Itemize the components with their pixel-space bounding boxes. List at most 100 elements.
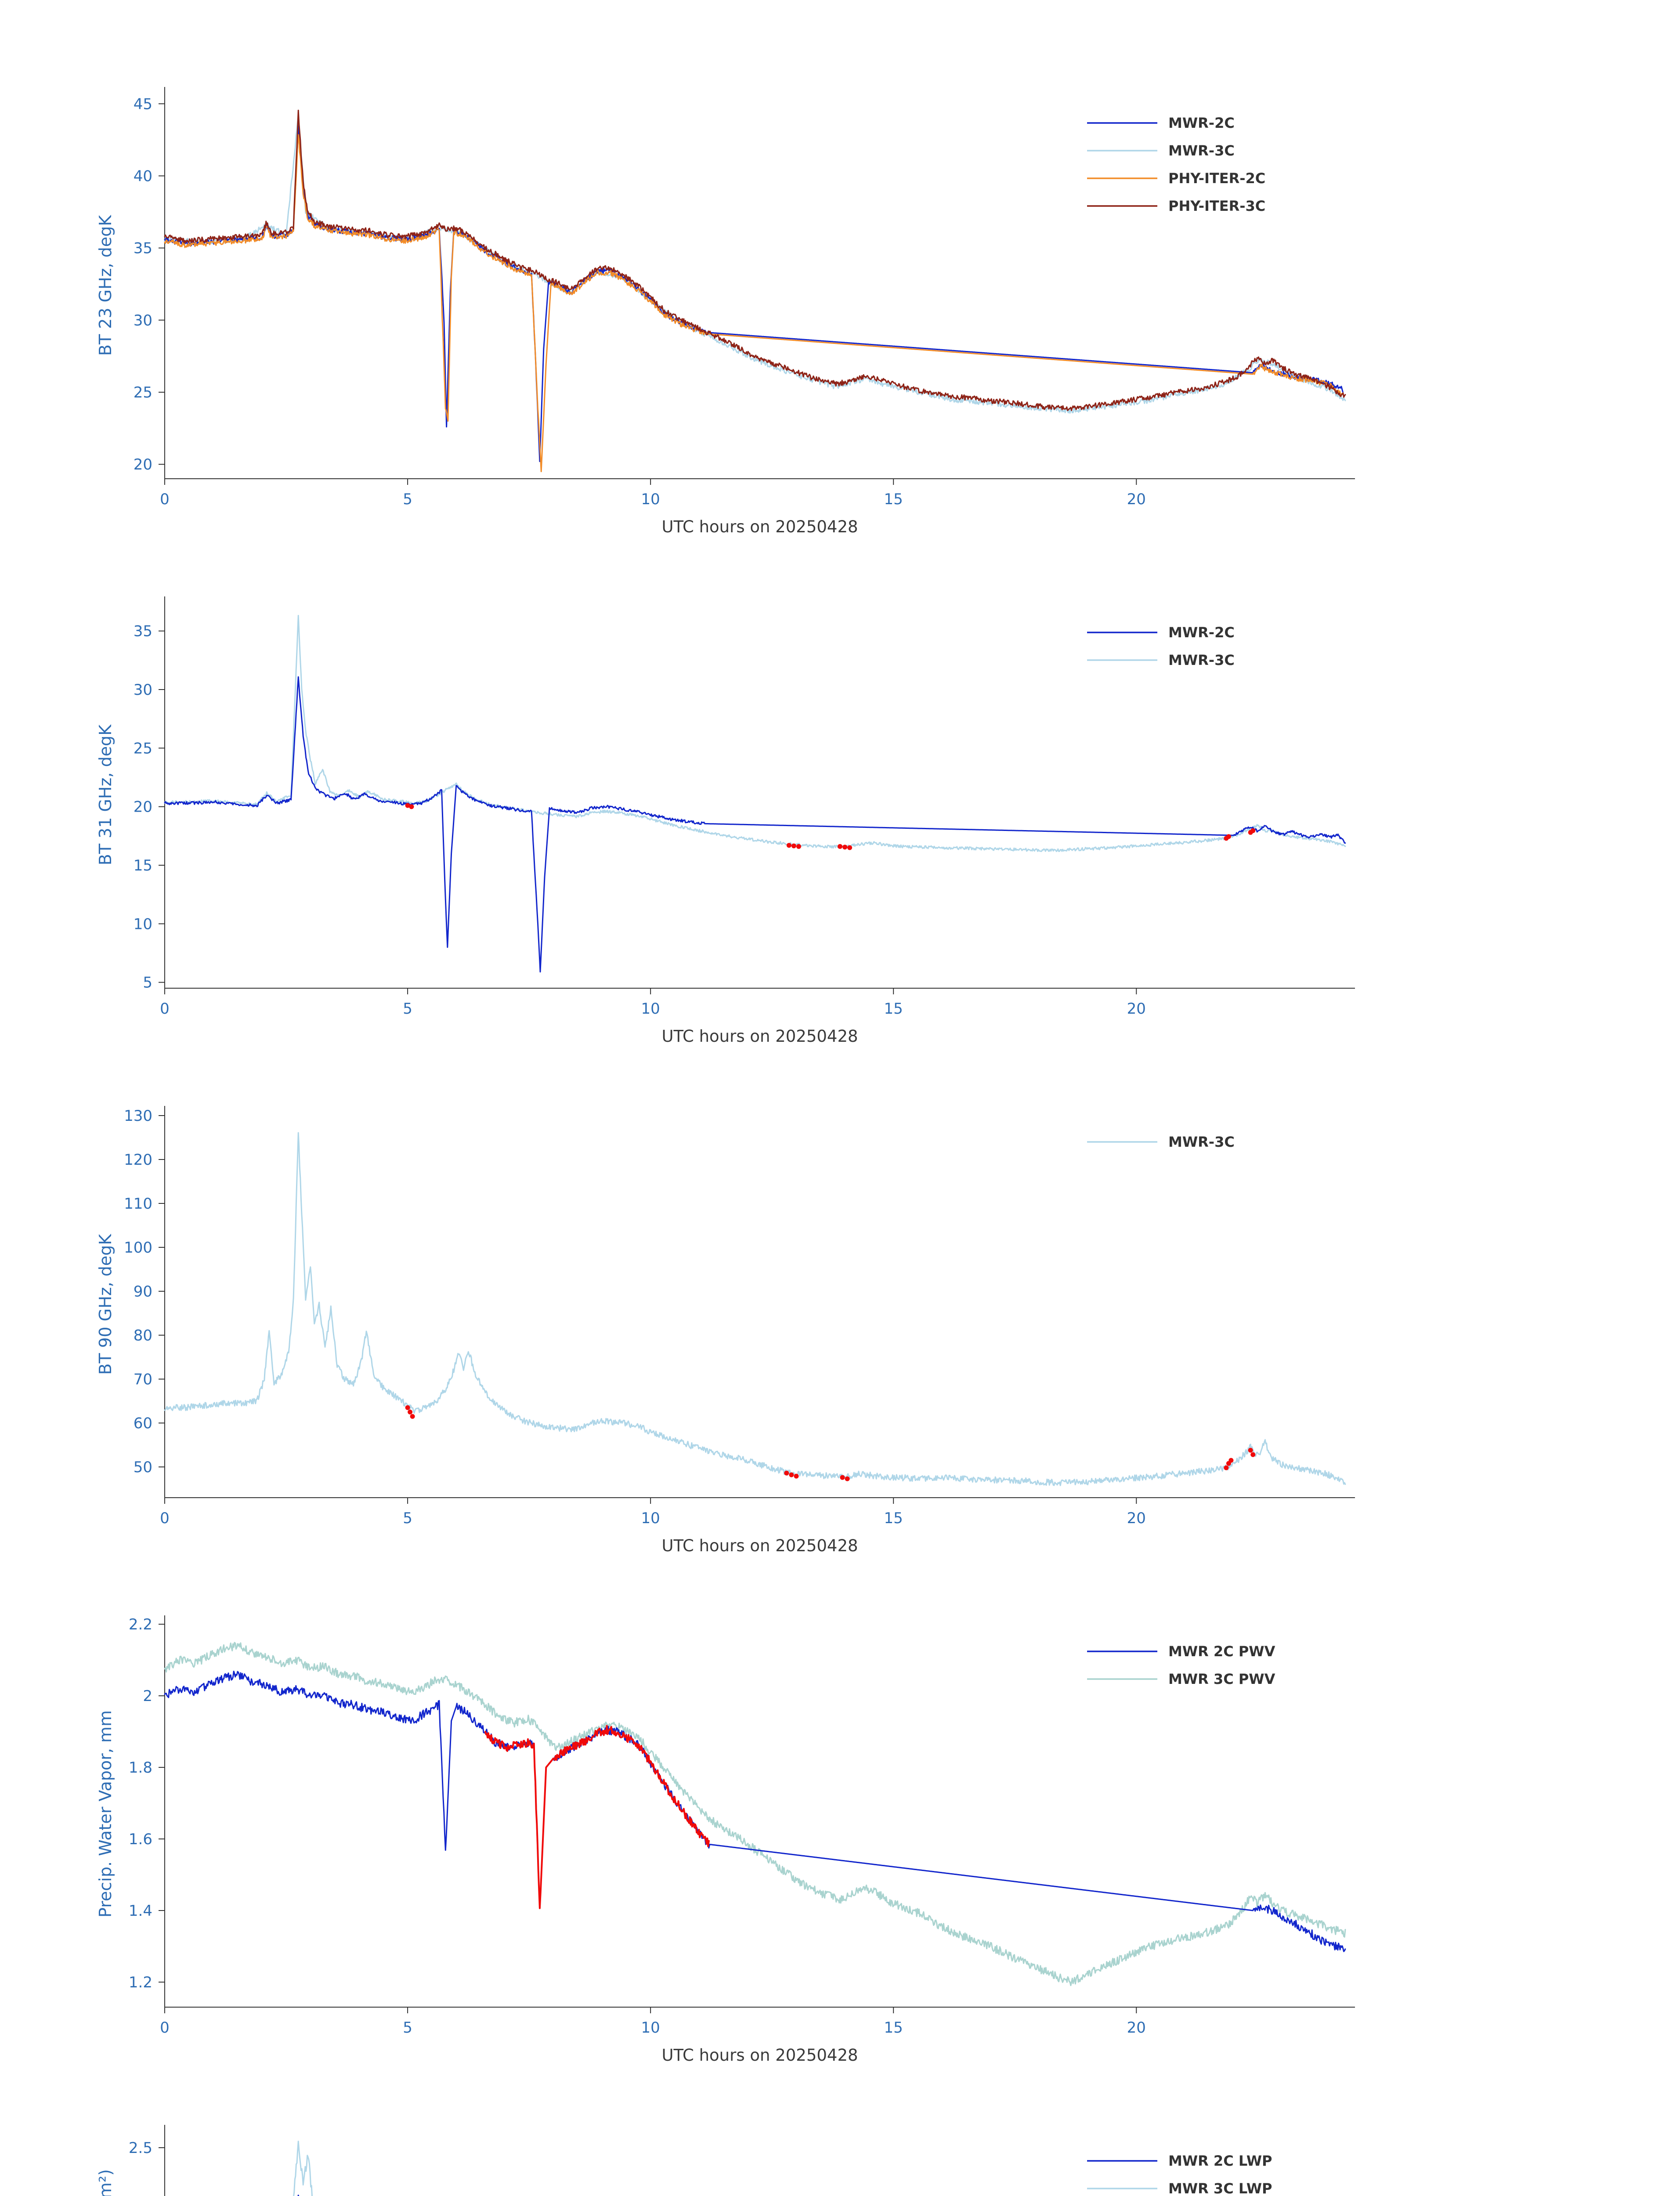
- legend-label: MWR 3C LWP: [1168, 2180, 1272, 2196]
- x-tick-label: 0: [160, 2019, 170, 2037]
- flagged-point: [847, 845, 853, 850]
- y-tick-label: 50: [134, 1459, 152, 1476]
- y-axis-label: log10 Liquid Water Path, log10(g/m²): [96, 2169, 115, 2196]
- x-tick-label: 5: [403, 2019, 412, 2037]
- legend-label: PHY-ITER-3C: [1168, 198, 1265, 214]
- legend: MWR-2C MWR-3C: [1087, 624, 1235, 668]
- x-tick-label: 0: [160, 1510, 170, 1527]
- flagged-point: [1248, 1448, 1253, 1453]
- y-tick-label: 90: [134, 1283, 152, 1300]
- axes: 20 25 30 35 40 45 0 5 10 15 20: [134, 87, 1355, 508]
- x-axis-label: UTC hours on 20250428: [661, 2046, 858, 2065]
- flagged-point: [405, 1405, 410, 1410]
- x-tick-label: 10: [641, 1000, 660, 1018]
- bt90-chart: 50 60 70 80 90 100 110 120 130 0 5 10 15 20 BT 90 GHz,…: [96, 1106, 1355, 1555]
- y-tick-label: 110: [124, 1195, 152, 1213]
- y-tick-label: 130: [124, 1107, 152, 1125]
- flagged-point: [1228, 1458, 1234, 1463]
- y-axis-label: BT 90 GHz, degK: [96, 1234, 115, 1375]
- flagged-point: [842, 845, 848, 850]
- legend-label: MWR-3C: [1168, 1134, 1235, 1150]
- y-tick-label: 25: [134, 384, 152, 401]
- legend-label: MWR-3C: [1168, 652, 1235, 668]
- x-tick-label: 5: [403, 1000, 412, 1018]
- flagged-point: [1250, 1452, 1256, 1457]
- flagged-point: [408, 1409, 413, 1415]
- series-group: [164, 1642, 1346, 1987]
- legend-label: MWR-3C: [1168, 142, 1235, 159]
- series-MWR-3C: [164, 1132, 1346, 1486]
- y-tick-label: 1.6: [129, 1831, 152, 1848]
- y-tick-label: 20: [134, 798, 152, 816]
- series-PHY-ITER-2C: [164, 134, 1344, 473]
- series-PHY-ITER-3C: [164, 109, 1346, 411]
- flagged-point: [1226, 834, 1231, 839]
- axes: 1.2 1.4 1.6 1.8 2 2.2 0 5 10 15 20: [129, 1615, 1355, 2037]
- flagged-point: [796, 844, 801, 849]
- flagged-point: [784, 1470, 789, 1476]
- y-tick-label: 35: [134, 240, 152, 257]
- legend-label: MWR 2C PWV: [1168, 1643, 1275, 1660]
- flagged-point: [840, 1475, 845, 1480]
- series-MWR-2C: [164, 676, 1346, 973]
- series-flagged-segment: [484, 1725, 710, 1909]
- x-tick-label: 20: [1127, 1000, 1146, 1018]
- flagged-point: [794, 1474, 799, 1479]
- legend-label: PHY-ITER-2C: [1168, 170, 1265, 187]
- x-tick-label: 0: [160, 491, 170, 508]
- legend: MWR 2C LWP MWR 3C LWP: [1087, 2153, 1272, 2196]
- x-tick-label: 10: [641, 491, 660, 508]
- x-tick-label: 10: [641, 2019, 660, 2037]
- flagged-point: [409, 804, 414, 809]
- y-tick-label: 15: [134, 857, 152, 874]
- flagged-point: [845, 1476, 850, 1481]
- y-tick-label: 1.8: [129, 1759, 152, 1777]
- flagged-point: [791, 843, 796, 849]
- y-axis-label: BT 31 GHz, degK: [96, 724, 115, 866]
- series-MWR-2C-PWV: [164, 1670, 1346, 1952]
- series-group: [164, 109, 1346, 473]
- y-tick-label: 2.2: [129, 1616, 152, 1633]
- y-tick-label: 70: [134, 1371, 152, 1388]
- x-tick-label: 20: [1127, 1510, 1146, 1527]
- flagged-point: [786, 843, 791, 848]
- y-tick-label: 30: [134, 681, 152, 699]
- flagged-point: [1250, 828, 1256, 833]
- series-MWR-3C-PWV: [164, 1642, 1346, 1987]
- y-tick-label: 45: [134, 95, 152, 113]
- x-axis-label: UTC hours on 20250428: [661, 1027, 858, 1046]
- y-tick-label: 10: [134, 915, 152, 933]
- legend-label: MWR 3C PWV: [1168, 1671, 1275, 1687]
- y-tick-label: 60: [134, 1415, 152, 1432]
- pwv-chart: 1.2 1.4 1.6 1.8 2 2.2 0 5 10 15 20 Precip. Water Va…: [96, 1615, 1355, 2065]
- legend: MWR-2C MWR-3C PHY-ITER-2C PHY-ITER-3C: [1087, 115, 1265, 214]
- x-axis-label: UTC hours on 20250428: [661, 1536, 858, 1555]
- x-tick-label: 5: [403, 1510, 412, 1527]
- x-tick-label: 15: [884, 2019, 903, 2037]
- y-tick-label: 2: [143, 1687, 152, 1705]
- x-tick-label: 15: [884, 1000, 903, 1018]
- flagged-point: [789, 1472, 794, 1477]
- y-axis-label: BT 23 GHz, degK: [96, 215, 115, 356]
- chart-panel-pwv: 1.2 1.4 1.6 1.8 2 2.2 0 5 10 15 20 Precip. Water Va…: [0, 1594, 1680, 2104]
- axes: 50 60 70 80 90 100 110 120 130 0 5 10 15 20: [124, 1106, 1355, 1527]
- chart-panel-bt23: 20 25 30 35 40 45 0 5 10 15 20 BT 23 GHz, degK UTC h…: [0, 66, 1680, 575]
- x-tick-label: 15: [884, 1510, 903, 1527]
- y-tick-label: 100: [124, 1239, 152, 1257]
- y-tick-label: 120: [124, 1151, 152, 1169]
- x-tick-label: 5: [403, 491, 412, 508]
- legend-label: MWR-2C: [1168, 624, 1235, 641]
- series-group: [164, 1132, 1346, 1486]
- y-tick-label: 5: [143, 974, 152, 992]
- y-tick-label: 80: [134, 1327, 152, 1344]
- y-tick-label: 2.5: [129, 2139, 152, 2157]
- y-tick-label: 30: [134, 312, 152, 329]
- series-group: [164, 615, 1346, 973]
- series-MWR-2C: [164, 125, 1344, 462]
- x-tick-label: 10: [641, 1510, 660, 1527]
- y-axis-label: Precip. Water Vapor, mm: [96, 1710, 115, 1918]
- y-tick-label: 25: [134, 740, 152, 757]
